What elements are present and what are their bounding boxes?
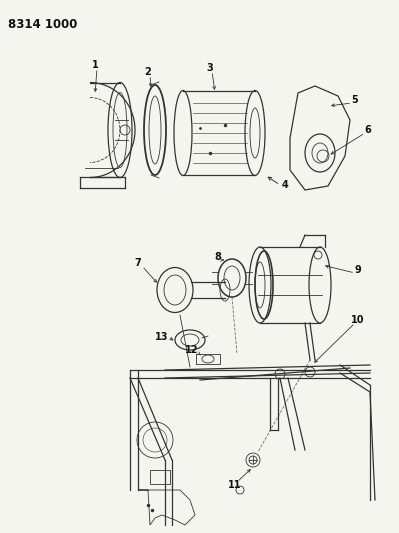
Text: 2: 2 — [144, 67, 151, 77]
Text: 4: 4 — [282, 180, 288, 190]
Text: 10: 10 — [351, 315, 365, 325]
Text: 12: 12 — [185, 345, 199, 355]
Text: 11: 11 — [228, 480, 242, 490]
Text: 5: 5 — [352, 95, 358, 105]
Text: 9: 9 — [355, 265, 361, 275]
Text: 7: 7 — [134, 258, 141, 268]
Bar — [196, 354, 220, 364]
Text: 8314 1000: 8314 1000 — [8, 18, 77, 31]
Text: 6: 6 — [365, 125, 371, 135]
Text: 3: 3 — [207, 63, 213, 73]
Bar — [150, 470, 170, 484]
Text: 8: 8 — [215, 252, 221, 262]
Text: 1: 1 — [92, 60, 99, 70]
Text: 13: 13 — [155, 332, 169, 342]
